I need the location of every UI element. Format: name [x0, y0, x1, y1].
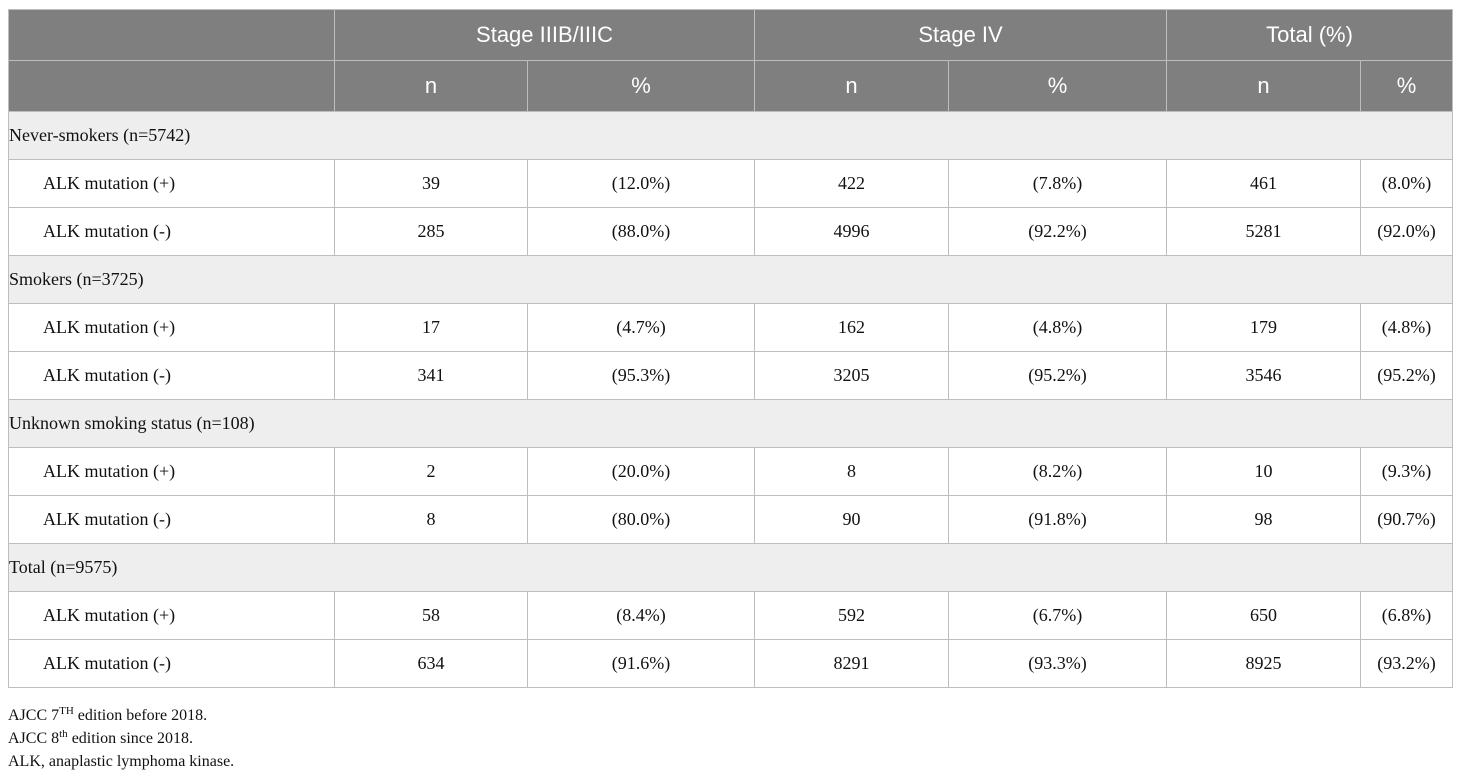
footnote-text: AJCC 8	[8, 730, 60, 747]
stage-iv-n-cell: 162	[754, 303, 950, 352]
footnote-text: edition before 2018.	[73, 707, 208, 724]
stage-iiib-percent-cell: (20.0%)	[526, 447, 756, 496]
header-blank-cell	[8, 60, 335, 112]
row-label: ALK mutation (-)	[8, 351, 335, 400]
total-n-cell: 98	[1166, 495, 1362, 544]
header-percent: %	[1360, 60, 1454, 112]
stage-iiib-n-cell: 39	[334, 159, 528, 208]
group-row-never-smokers: Never-smokers (n=5742)	[7, 111, 1454, 160]
footnote-text: AJCC 7	[8, 707, 60, 724]
table-row: ALK mutation (+) 17 (4.7%) 162 (4.8%) 17…	[8, 303, 1454, 352]
footnote-ajcc-7th: AJCC 7TH edition before 2018.	[8, 704, 234, 727]
header-percent: %	[526, 60, 756, 112]
table-row: ALK mutation (-) 285 (88.0%) 4996 (92.2%…	[8, 207, 1454, 256]
table-row: ALK mutation (+) 2 (20.0%) 8 (8.2%) 10 (…	[8, 447, 1454, 496]
total-percent-cell: (9.3%)	[1360, 447, 1454, 496]
total-n-cell: 10	[1166, 447, 1362, 496]
row-label: ALK mutation (+)	[8, 447, 335, 496]
total-percent-cell: (8.0%)	[1360, 159, 1454, 208]
stage-iiib-percent-cell: (12.0%)	[526, 159, 756, 208]
stage-iiib-n-cell: 285	[334, 207, 528, 256]
row-label: ALK mutation (+)	[8, 159, 335, 208]
table-footnotes: AJCC 7TH edition before 2018. AJCC 8th e…	[8, 704, 234, 773]
header-stage-iv: Stage IV	[754, 9, 1168, 61]
group-row-unknown-smoking-status: Unknown smoking status (n=108)	[7, 399, 1454, 448]
table-row: ALK mutation (+) 39 (12.0%) 422 (7.8%) 4…	[8, 159, 1454, 208]
stage-iiib-n-cell: 58	[334, 591, 528, 640]
stage-iiib-percent-cell: (95.3%)	[526, 351, 756, 400]
stage-iiib-percent-cell: (88.0%)	[526, 207, 756, 256]
group-label: Never-smokers (n=5742)	[7, 111, 1454, 160]
stage-iv-percent-cell: (92.2%)	[948, 207, 1168, 256]
row-label: ALK mutation (-)	[8, 639, 335, 688]
stage-iv-percent-cell: (91.8%)	[948, 495, 1168, 544]
total-n-cell: 5281	[1166, 207, 1362, 256]
stage-iv-n-cell: 3205	[754, 351, 950, 400]
total-n-cell: 650	[1166, 591, 1362, 640]
stage-iv-percent-cell: (93.3%)	[948, 639, 1168, 688]
footnote-text: edition since 2018.	[67, 730, 193, 747]
total-percent-cell: (4.8%)	[1360, 303, 1454, 352]
total-percent-cell: (93.2%)	[1360, 639, 1454, 688]
stage-iv-n-cell: 422	[754, 159, 950, 208]
total-percent-cell: (6.8%)	[1360, 591, 1454, 640]
stage-iv-n-cell: 90	[754, 495, 950, 544]
group-label: Smokers (n=3725)	[7, 255, 1454, 304]
header-stage-iiib-iiic: Stage IIIB/IIIC	[333, 9, 756, 61]
stage-iiib-n-cell: 17	[334, 303, 528, 352]
total-percent-cell: (95.2%)	[1360, 351, 1454, 400]
total-n-cell: 461	[1166, 159, 1362, 208]
stage-iiib-percent-cell: (8.4%)	[526, 591, 756, 640]
stage-iv-percent-cell: (7.8%)	[948, 159, 1168, 208]
table-row: ALK mutation (+) 58 (8.4%) 592 (6.7%) 65…	[8, 591, 1454, 640]
stage-iv-percent-cell: (4.8%)	[948, 303, 1168, 352]
total-n-cell: 8925	[1166, 639, 1362, 688]
total-percent-cell: (92.0%)	[1360, 207, 1454, 256]
header-n: n	[1166, 60, 1362, 112]
stage-iiib-n-cell: 8	[334, 495, 528, 544]
footnote-alk-definition: ALK, anaplastic lymphoma kinase.	[8, 753, 235, 770]
header-n: n	[754, 60, 950, 112]
header-total: Total (%)	[1166, 9, 1454, 61]
row-label: ALK mutation (+)	[8, 591, 335, 640]
row-label: ALK mutation (-)	[8, 207, 335, 256]
row-label: ALK mutation (+)	[8, 303, 335, 352]
total-n-cell: 179	[1166, 303, 1362, 352]
alk-mutation-table: Stage IIIB/IIIC Stage IV Total (%) n % n…	[7, 9, 1454, 688]
table-row: ALK mutation (-) 341 (95.3%) 3205 (95.2%…	[8, 351, 1454, 400]
stage-iv-n-cell: 8	[754, 447, 950, 496]
stage-iv-percent-cell: (6.7%)	[948, 591, 1168, 640]
header-row-stages: Stage IIIB/IIIC Stage IV Total (%)	[8, 9, 1454, 61]
group-row-smokers: Smokers (n=3725)	[7, 255, 1454, 304]
table-row: ALK mutation (-) 634 (91.6%) 8291 (93.3%…	[8, 639, 1454, 688]
stage-iiib-percent-cell: (91.6%)	[526, 639, 756, 688]
total-n-cell: 3546	[1166, 351, 1362, 400]
stage-iv-n-cell: 8291	[754, 639, 950, 688]
stage-iiib-percent-cell: (4.7%)	[526, 303, 756, 352]
stage-iiib-n-cell: 341	[334, 351, 528, 400]
stage-iiib-n-cell: 2	[334, 447, 528, 496]
stage-iv-n-cell: 592	[754, 591, 950, 640]
header-percent: %	[948, 60, 1168, 112]
group-label: Total (n=9575)	[7, 543, 1454, 592]
total-percent-cell: (90.7%)	[1360, 495, 1454, 544]
header-row-subcolumns: n % n % n %	[8, 60, 1454, 112]
group-label: Unknown smoking status (n=108)	[7, 399, 1454, 448]
row-label: ALK mutation (-)	[8, 495, 335, 544]
header-n: n	[334, 60, 528, 112]
stage-iiib-percent-cell: (80.0%)	[526, 495, 756, 544]
footnote-superscript: TH	[59, 705, 74, 717]
stage-iv-percent-cell: (95.2%)	[948, 351, 1168, 400]
header-blank-cell	[8, 9, 335, 61]
stage-iv-percent-cell: (8.2%)	[948, 447, 1168, 496]
stage-iv-n-cell: 4996	[754, 207, 950, 256]
group-row-total: Total (n=9575)	[7, 543, 1454, 592]
footnote-superscript: th	[59, 728, 68, 740]
footnote-ajcc-8th: AJCC 8th edition since 2018.	[8, 727, 234, 750]
stage-iiib-n-cell: 634	[334, 639, 528, 688]
table-row: ALK mutation (-) 8 (80.0%) 90 (91.8%) 98…	[8, 495, 1454, 544]
